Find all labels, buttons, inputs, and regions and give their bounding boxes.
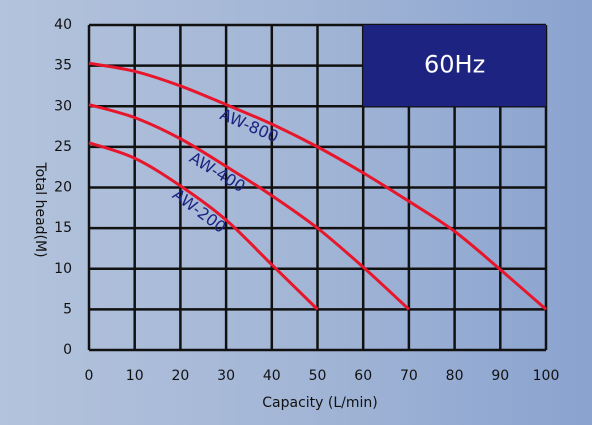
x-tick-label: 60: [354, 368, 372, 384]
x-tick-label: 90: [491, 368, 509, 384]
x-tick-label: 30: [217, 368, 235, 384]
y-tick-label: 5: [63, 301, 72, 317]
x-tick-label: 20: [171, 368, 189, 384]
series-line: [88, 103, 410, 311]
y-tick-label: 40: [54, 17, 72, 33]
x-tick-label: 50: [309, 368, 327, 384]
series-line: [88, 61, 547, 311]
y-tick-label: 30: [54, 98, 72, 114]
y-tick-label: 0: [63, 342, 72, 358]
x-tick-label: 80: [446, 368, 464, 384]
y-tick-label: 15: [54, 220, 72, 236]
annotation-box: [363, 25, 546, 107]
y-tick-label: 25: [54, 139, 72, 155]
series-label: AW-400: [186, 148, 249, 196]
y-tick-label: 20: [54, 180, 72, 196]
x-tick-label: 10: [126, 368, 144, 384]
x-axis-title: Capacity (L/min): [262, 395, 377, 411]
x-tick-label: 70: [400, 368, 418, 384]
x-tick-label: 40: [263, 368, 281, 384]
y-tick-label: 10: [54, 261, 72, 277]
annotation: 60Hz: [424, 51, 485, 79]
x-tick-label: 100: [533, 368, 560, 384]
x-tick-label: 0: [85, 368, 94, 384]
y-tick-label: 35: [54, 58, 72, 74]
y-axis-title: Total head(M): [32, 161, 48, 257]
series-line: [88, 141, 319, 311]
